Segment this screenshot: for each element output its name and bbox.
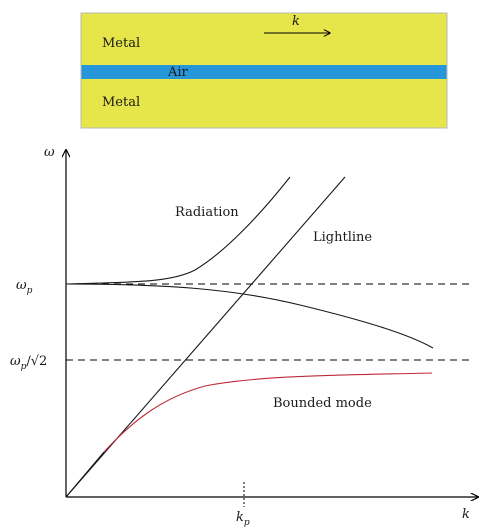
waveguide-diagram: Metal Air Metal k	[80, 12, 448, 129]
metal-bottom-label: Metal	[102, 95, 140, 110]
air-label: Air	[167, 65, 189, 80]
wp-tick-label: ωp	[16, 278, 33, 296]
bounded-mode-label: Bounded mode	[273, 396, 372, 411]
bounded-mode-curve	[103, 372, 433, 453]
x-axis-label: k	[462, 507, 470, 522]
wavevector-label: k	[292, 14, 300, 29]
metal-layer-bottom	[81, 79, 447, 128]
lightline-label: Lightline	[313, 230, 372, 245]
radiation-label: Radiation	[175, 205, 239, 220]
metal-top-label: Metal	[102, 36, 140, 51]
radiation-curve	[65, 176, 291, 285]
upper-branch-curve	[65, 283, 434, 349]
wp-sqrt2-tick-label: ωp/√2	[10, 354, 47, 372]
y-axis-label: ω	[44, 145, 55, 160]
waveguide-border	[80, 12, 448, 129]
lightline-curve	[65, 176, 346, 498]
air-gap	[81, 65, 447, 79]
bounded-mode-curve-black	[65, 451, 105, 498]
dispersion-diagram: ω k ωp ωp/√2 kp Radiation Lightline Boun…	[10, 145, 478, 527]
kp-tick-label: kp	[236, 510, 250, 527]
metal-layer-top	[81, 13, 447, 65]
